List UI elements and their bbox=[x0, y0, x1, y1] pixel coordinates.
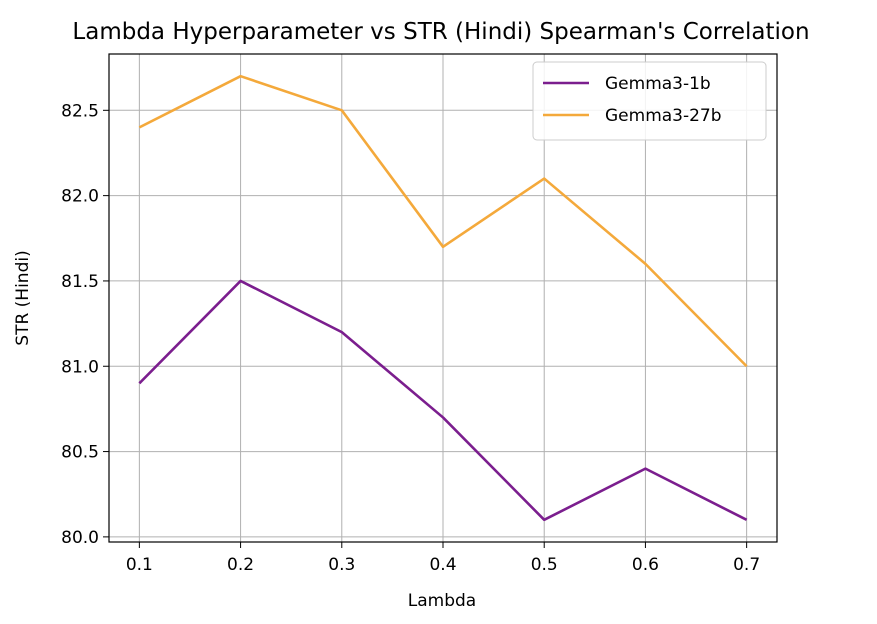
legend: Gemma3-1b Gemma3-27b bbox=[532, 61, 767, 141]
x-tick-label: 0.4 bbox=[429, 555, 456, 575]
y-tick-label: 80.0 bbox=[61, 528, 99, 548]
legend-label: Gemma3-1b bbox=[605, 74, 711, 94]
x-tick-label: 0.3 bbox=[328, 555, 355, 575]
y-axis-ticks: 80.0 80.5 81.0 81.5 82.0 82.5 bbox=[61, 101, 109, 548]
y-tick-label: 80.5 bbox=[61, 443, 99, 463]
x-tick-label: 0.2 bbox=[227, 555, 254, 575]
series-line-1 bbox=[138, 74, 748, 368]
y-tick-label: 81.5 bbox=[61, 272, 99, 292]
y-tick-label: 82.0 bbox=[61, 187, 99, 207]
x-axis-label: Lambda bbox=[408, 591, 476, 611]
x-tick-label: 0.5 bbox=[531, 555, 558, 575]
x-tick-label: 0.1 bbox=[126, 555, 153, 575]
y-tick-label: 82.5 bbox=[61, 101, 99, 121]
series-line-0 bbox=[138, 279, 748, 522]
legend-label: Gemma3-27b bbox=[605, 106, 722, 126]
legend-box bbox=[532, 61, 767, 141]
x-axis-ticks: 0.1 0.2 0.3 0.4 0.5 0.6 0.7 bbox=[126, 542, 760, 575]
chart-title: Lambda Hyperparameter vs STR (Hindi) Spe… bbox=[72, 19, 809, 45]
series-lines bbox=[138, 74, 748, 522]
x-tick-label: 0.7 bbox=[733, 555, 760, 575]
y-tick-label: 81.0 bbox=[61, 357, 99, 377]
y-axis-label: STR (Hindi) bbox=[13, 250, 33, 345]
x-tick-label: 0.6 bbox=[632, 555, 659, 575]
